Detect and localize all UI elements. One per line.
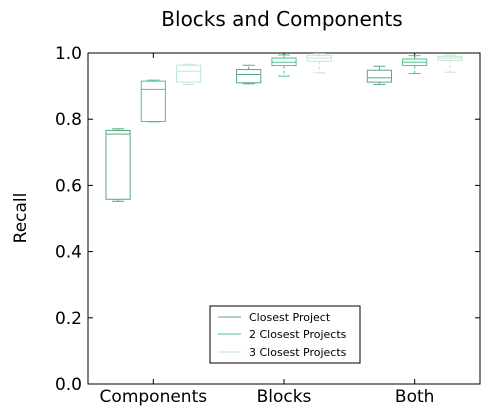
y-tick-label: 0.2 bbox=[55, 309, 82, 329]
x-tick-label: Components bbox=[100, 387, 208, 406]
y-axis-label: Recall bbox=[11, 193, 31, 244]
box bbox=[140, 80, 166, 123]
y-axis: 0.0 0.2 0.4 0.6 0.8 1.0 bbox=[55, 44, 480, 395]
box bbox=[105, 129, 131, 200]
box bbox=[176, 64, 202, 83]
y-tick-label: 0.0 bbox=[55, 375, 82, 395]
y-tick-label: 0.6 bbox=[55, 176, 82, 196]
x-axis: Components Blocks Both bbox=[100, 53, 435, 406]
box-plots bbox=[105, 53, 463, 202]
y-tick-label: 0.4 bbox=[55, 243, 82, 263]
legend-label-closest-project: Closest Project bbox=[249, 311, 331, 324]
x-tick-label: Blocks bbox=[257, 387, 312, 406]
chart-title: Blocks and Components bbox=[161, 7, 402, 31]
x-tick-label: Both bbox=[395, 387, 435, 406]
y-tick-label: 0.8 bbox=[55, 110, 82, 130]
y-tick-label: 1.0 bbox=[55, 44, 82, 64]
legend: Closest Project 2 Closest Projects 3 Clo… bbox=[209, 305, 361, 364]
legend-label-2-closest-projects: 2 Closest Projects bbox=[249, 328, 347, 341]
box bbox=[236, 69, 262, 84]
box bbox=[366, 69, 392, 83]
legend-label-3-closest-projects: 3 Closest Projects bbox=[249, 346, 347, 359]
